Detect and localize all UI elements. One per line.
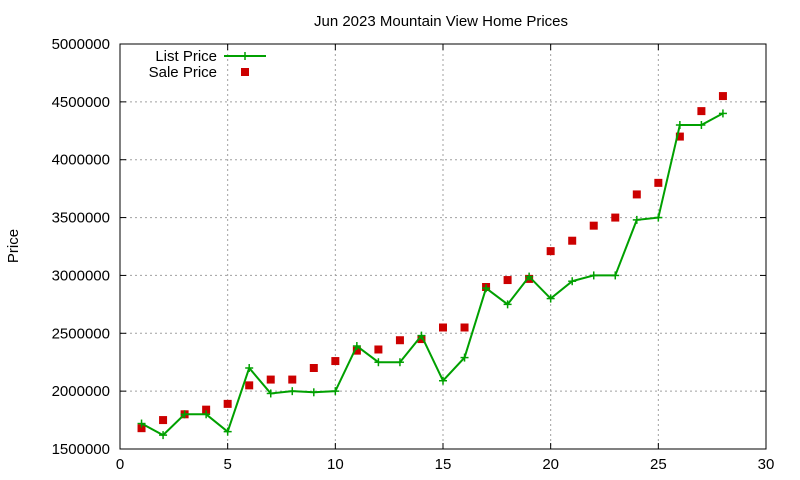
list-price-point bbox=[654, 213, 663, 222]
x-tick-label: 20 bbox=[542, 456, 559, 473]
sale-price-point bbox=[697, 107, 706, 116]
list-price-point bbox=[675, 121, 684, 129]
list-price-point bbox=[525, 272, 534, 281]
x-tick-label: 10 bbox=[327, 456, 344, 473]
list-price-point bbox=[482, 284, 491, 293]
list-price-point bbox=[395, 358, 404, 367]
sale-price-point bbox=[137, 424, 146, 433]
list-price-point bbox=[697, 121, 706, 129]
x-tick-label: 25 bbox=[650, 456, 667, 473]
sale-price-point bbox=[546, 247, 555, 256]
y-tick-label: 4500000 bbox=[52, 94, 110, 111]
list-price-point bbox=[611, 271, 620, 280]
plot-frame bbox=[119, 43, 767, 450]
list-price-point bbox=[589, 271, 598, 280]
sale-price-point bbox=[675, 132, 684, 141]
sale-price-point bbox=[718, 92, 727, 101]
sale-price-point bbox=[611, 213, 620, 222]
sale-price-point bbox=[439, 323, 447, 332]
list-price-point bbox=[718, 109, 727, 118]
list-price-point bbox=[546, 294, 555, 303]
sale-price-point bbox=[309, 364, 318, 372]
sale-price-point bbox=[223, 399, 232, 408]
list-price-point bbox=[352, 342, 361, 351]
y-tick-label: 5000000 bbox=[52, 36, 110, 53]
sale-price-point bbox=[202, 405, 211, 414]
list-price-point bbox=[223, 427, 232, 436]
list-price-point bbox=[503, 300, 512, 309]
legend-label-sale-price: Sale Price bbox=[149, 64, 217, 81]
sale-price-point bbox=[503, 276, 512, 285]
sale-price-point bbox=[352, 346, 361, 355]
y-tick-label: 3000000 bbox=[52, 267, 110, 284]
sale-price-point bbox=[331, 357, 340, 366]
sale-price-point bbox=[395, 336, 404, 345]
y-tick-label: 2000000 bbox=[52, 383, 110, 400]
x-tick-label: 30 bbox=[758, 456, 775, 473]
legend-marker-sale-price bbox=[241, 68, 249, 76]
sale-price-point bbox=[266, 375, 275, 384]
sale-price-point bbox=[568, 236, 577, 245]
x-tick-label: 15 bbox=[435, 456, 452, 473]
legend-marker-list-price bbox=[241, 52, 249, 60]
y-tick-label: 3500000 bbox=[52, 210, 110, 227]
sale-price-point bbox=[460, 323, 469, 332]
y-tick-label: 4000000 bbox=[52, 152, 110, 169]
legend-label-list-price: List Price bbox=[155, 48, 217, 65]
series-layer bbox=[137, 92, 727, 440]
x-tick-label: 0 bbox=[116, 456, 124, 473]
x-tick-label: 5 bbox=[223, 456, 231, 473]
list-price-point bbox=[180, 410, 189, 419]
list-price-point bbox=[266, 389, 275, 398]
list-price-point bbox=[460, 353, 469, 362]
list-price-point bbox=[568, 277, 577, 286]
list-price-point bbox=[309, 388, 318, 397]
list-price-point bbox=[202, 410, 211, 419]
sale-price-point bbox=[245, 381, 254, 390]
y-tick-label: 1500000 bbox=[52, 441, 110, 458]
sale-price-point bbox=[654, 178, 663, 187]
sale-price-point bbox=[632, 190, 641, 199]
list-price-point bbox=[245, 364, 254, 372]
chart-title: Jun 2023 Mountain View Home Prices bbox=[314, 13, 568, 30]
list-price-point bbox=[137, 419, 146, 428]
list-price-point bbox=[331, 387, 340, 396]
list-price-point bbox=[439, 376, 447, 385]
sale-price-point bbox=[589, 221, 598, 230]
list-price-point bbox=[632, 215, 641, 224]
sale-price-point bbox=[159, 416, 168, 425]
list-price-point bbox=[288, 387, 297, 396]
y-axis-label: Price bbox=[5, 229, 22, 263]
legend: List Price Sale Price bbox=[149, 48, 266, 81]
list-price-point bbox=[417, 331, 426, 340]
sale-price-point bbox=[288, 375, 297, 384]
list-price-point bbox=[159, 431, 168, 440]
axis-ticks: 0 5 10 15 20 25 30 1500000 2000000 2500000 3000000… bbox=[52, 36, 775, 473]
list-price-line bbox=[141, 112, 724, 437]
list-price-point bbox=[374, 358, 383, 367]
sale-price-point bbox=[374, 345, 383, 354]
y-tick-label: 2500000 bbox=[52, 325, 110, 342]
